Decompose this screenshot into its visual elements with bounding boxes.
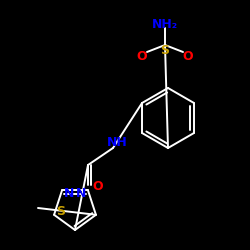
Text: NH: NH xyxy=(106,136,128,148)
Text: O: O xyxy=(183,50,193,62)
Text: N: N xyxy=(64,187,74,200)
Text: O: O xyxy=(137,50,147,62)
Text: O: O xyxy=(93,180,103,192)
Text: S: S xyxy=(56,205,66,218)
Text: S: S xyxy=(160,44,170,58)
Text: NH₂: NH₂ xyxy=(152,18,178,30)
Text: N: N xyxy=(76,187,86,200)
